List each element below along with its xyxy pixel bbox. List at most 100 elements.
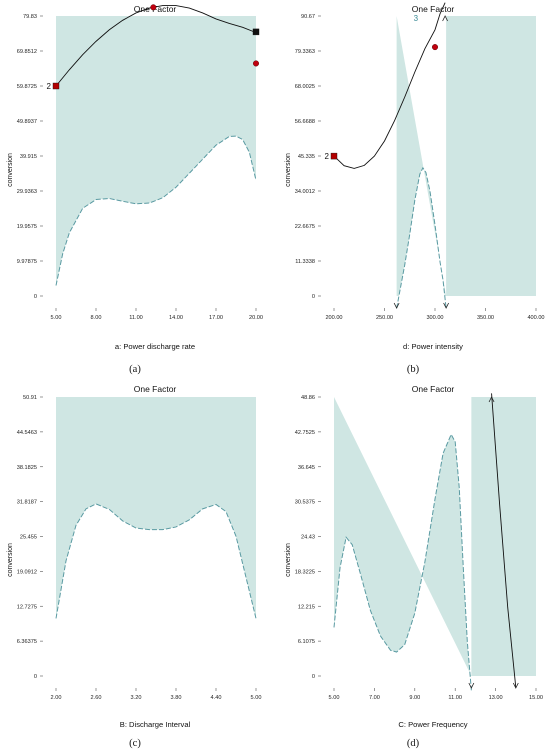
panel-c-y-tick-label: 6.36375 (17, 639, 37, 645)
panel-b-y-tick-label: 34.0012 (295, 189, 315, 195)
panel-b-lower-bound-line (396, 166, 447, 309)
panel-d-x-tick-label: 11.00 (448, 695, 462, 701)
panel-c-x-tick-label: 3.20 (131, 695, 142, 701)
panel-b-top-marker: 3 (414, 14, 419, 23)
panel-a-design-point (52, 82, 60, 90)
panel-c-x-tick-label: 4.40 (211, 695, 222, 701)
panel-a-design-point (150, 4, 157, 11)
panel-d-y-tick-label: 18.3225 (295, 569, 315, 575)
panel-c-title: One Factor (134, 384, 177, 394)
panel-c-y-tick-label: 31.8187 (17, 500, 37, 506)
panel-c-y-tick-label: 12.7275 (17, 604, 37, 610)
panel-b-x-axis-label: d: Power intensity (403, 342, 463, 351)
panel-b-y-tick-label: 22.6675 (295, 224, 315, 230)
panel-d-x-tick-label: 5.00 (329, 695, 340, 701)
panel-d-title: One Factor (412, 384, 455, 394)
panel-d-x-tick-label: 9.00 (409, 695, 420, 701)
panel-c-y-tick-label: 19.0912 (17, 569, 37, 575)
panel-a-y-tick-label: 59.8725 (17, 84, 37, 90)
panel-d-x-tick-label: 15.00 (529, 695, 543, 701)
panel-b-design-point (330, 152, 338, 160)
panel-d-lower-arrow-band (468, 682, 475, 689)
panel-c-y-tick-label: 50.91 (23, 395, 37, 401)
panel-b-x-tick-label: 200.00 (325, 315, 342, 321)
panel-d-y-tick-label: 24.43 (301, 535, 315, 541)
panel-a-design-point (252, 28, 260, 36)
panel-b-y-tick-label: 11.3338 (295, 259, 315, 265)
panel-d-label: (d) (407, 738, 420, 749)
panel-d-y-tick-label: 30.5375 (295, 500, 315, 506)
panel-a-x-tick-label: 8.00 (91, 315, 102, 321)
panel-b-upper-arrow (442, 15, 448, 22)
panel-b-y-tick-label: 0 (312, 294, 315, 300)
panel-d-upper-arrow (488, 396, 495, 403)
panel-b-y-tick-label: 79.3363 (295, 49, 315, 55)
panel-b-y-tick-label: 56.6688 (295, 119, 315, 125)
panel-b-y-tick-label: 45.335 (298, 154, 315, 160)
panel-c-y-tick-label: 25.455 (20, 535, 37, 541)
panel-c-label: (c) (129, 738, 141, 749)
panel-a-confidence-band (56, 16, 256, 286)
panel-a-x-tick-label: 5.00 (51, 315, 62, 321)
panel-a-y-tick-label: 49.8937 (17, 119, 37, 125)
panel-d-lower-arrow (512, 682, 519, 689)
panel-a-y-tick-label: 79.83 (23, 14, 37, 20)
panel-c-x-tick-label: 3.80 (171, 695, 182, 701)
panel-b-x-tick-label: 300.00 (426, 315, 443, 321)
panel-c-confidence-band (56, 397, 256, 619)
panel-d-x-tick-label: 13.00 (489, 695, 503, 701)
panel-d-confidence-band (334, 397, 536, 676)
panel-a-y-axis-label: conversion (7, 153, 14, 187)
panel-d-y-tick-label: 48.86 (301, 395, 315, 401)
panel-b-x-tick-label: 400.00 (527, 315, 544, 321)
panel-a-design-point (252, 60, 259, 67)
panel-d: One Factor conversion C: Power Frequency… (285, 384, 543, 749)
panel-d-y-tick-label: 0 (312, 674, 315, 680)
panel-b-x-tick-label: 350.00 (477, 315, 494, 321)
panel-a-label: (a) (129, 364, 141, 375)
panel-a-x-tick-label: 20.00 (249, 315, 263, 321)
panel-a-x-tick-label: 14.00 (169, 315, 183, 321)
panel-d-y-tick-label: 42.7525 (295, 430, 315, 436)
panel-a-x-axis-label: a: Power discharge rate (115, 342, 195, 351)
panel-b-label: (b) (407, 364, 420, 375)
panel-b-y-tick-label: 90.67 (301, 14, 315, 20)
panel-c-y-axis-label: conversion (7, 543, 14, 577)
panel-a-y-tick-label: 19.9575 (17, 224, 37, 230)
panel-a-y-tick-label: 39.915 (20, 154, 37, 160)
panel-b-title: One Factor (412, 4, 455, 14)
panel-a-x-tick-label: 17.00 (209, 315, 223, 321)
panel-c-x-tick-label: 2.60 (91, 695, 102, 701)
panel-a: One Factor conversion a: Power discharge… (7, 4, 263, 375)
panel-d-y-tick-label: 12.215 (298, 604, 315, 610)
panel-c-x-tick-label: 5.00 (251, 695, 262, 701)
panel-d-x-tick-label: 7.00 (369, 695, 380, 701)
panel-b-replicate-count: 2 (325, 152, 330, 161)
panel-b-prediction-line (333, 2, 446, 169)
panel-c-y-tick-label: 38.1825 (17, 465, 37, 471)
panel-b-x-tick-label: 250.00 (376, 315, 393, 321)
panel-d-y-tick-label: 36.645 (298, 465, 315, 471)
panel-b-y-axis-label: conversion (285, 153, 292, 187)
panel-a-y-tick-label: 69.8512 (17, 49, 37, 55)
panel-b-confidence-band (396, 16, 536, 296)
panel-d-x-axis-label: C: Power Frequency (398, 720, 467, 729)
panel-c-y-tick-label: 44.5463 (17, 430, 37, 436)
panel-c-lower-bound-line (55, 503, 257, 619)
panel-b-design-point (432, 44, 439, 51)
panel-c-y-tick-label: 0 (34, 674, 37, 680)
panel-c-x-axis-label: B: Discharge Interval (120, 720, 191, 729)
panel-b-y-tick-label: 68.0025 (295, 84, 315, 90)
panel-a-y-tick-label: 9.97875 (17, 259, 37, 265)
panel-a-x-tick-label: 11.00 (129, 315, 143, 321)
panel-c-x-tick-label: 2.00 (51, 695, 62, 701)
panel-a-y-tick-label: 29.9363 (17, 189, 37, 195)
panel-a-replicate-count: 2 (47, 82, 52, 91)
panel-d-y-tick-label: 6.1075 (298, 639, 315, 645)
panel-c: One Factor conversion B: Discharge Inter… (7, 384, 261, 749)
panel-b-lower-arrow-left (393, 302, 400, 309)
panel-b-lower-arrow-right (443, 302, 449, 309)
panel-d-prediction-line (491, 393, 517, 688)
panel-d-lower-bound-line (333, 433, 472, 691)
